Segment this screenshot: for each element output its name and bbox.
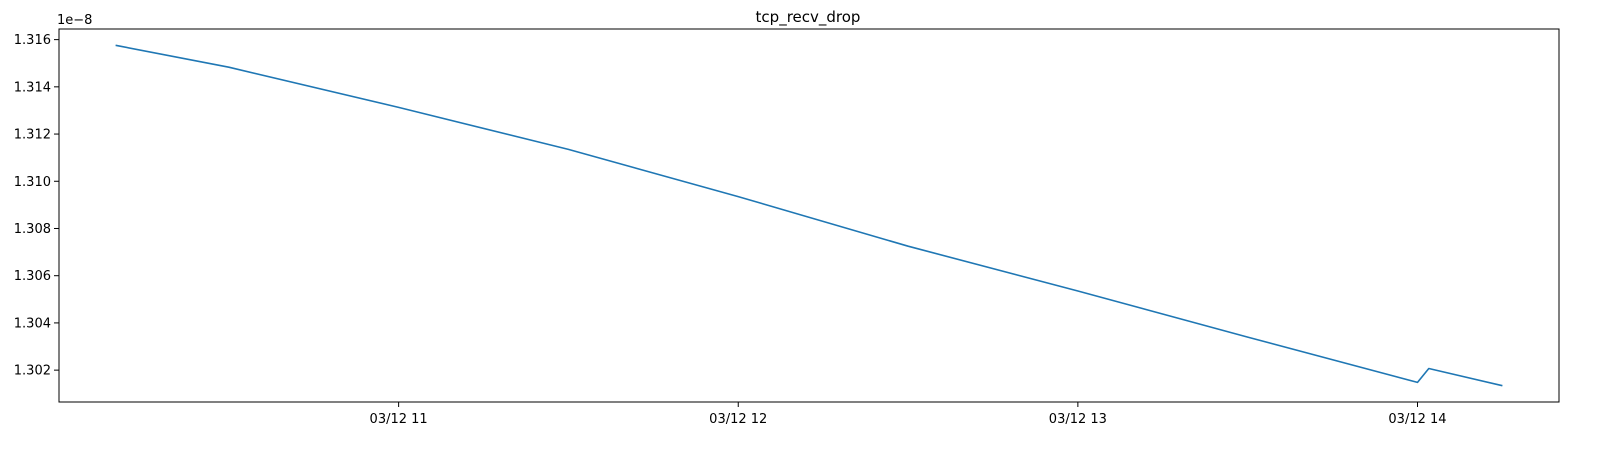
x-tick-label: 03/12 14	[1388, 412, 1446, 427]
y-offset-label: 1e−8	[57, 13, 92, 28]
y-tick-label: 1.308	[14, 222, 51, 237]
y-tick-label: 1.306	[14, 269, 51, 284]
y-tick-label: 1.316	[14, 33, 51, 48]
chart-title: tcp_recv_drop	[756, 8, 861, 27]
x-axis: 03/12 11 03/12 12 03/12 13 03/12 14	[370, 402, 1447, 427]
y-tick-label: 1.314	[14, 80, 51, 95]
x-tick-label: 03/12 11	[370, 412, 428, 427]
y-axis: 1.302 1.304 1.306 1.308 1.310 1.312 1.314 1.316	[14, 33, 59, 379]
y-tick-label: 1.302	[14, 364, 51, 379]
x-tick-label: 03/12 12	[709, 412, 767, 427]
series-line	[115, 44, 1503, 387]
y-tick-label: 1.310	[14, 175, 51, 190]
x-tick-label: 03/12 13	[1049, 412, 1107, 427]
series-layer	[115, 44, 1503, 387]
y-tick-label: 1.304	[14, 316, 51, 331]
plot-area-frame	[58, 28, 1560, 403]
y-tick-label: 1.312	[14, 128, 51, 143]
